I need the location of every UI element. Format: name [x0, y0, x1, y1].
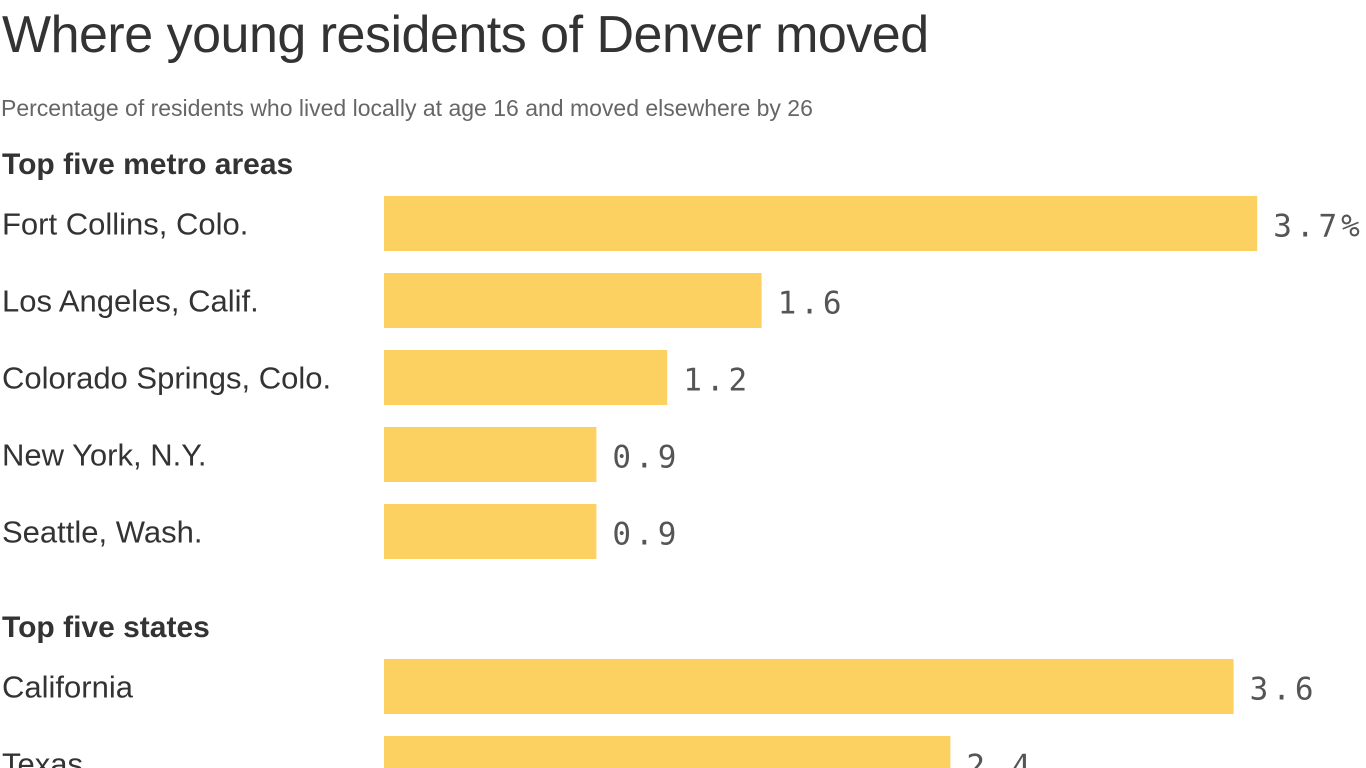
- value-label-0-0: 3.7%: [1273, 209, 1364, 245]
- value-label-0-4: 0.9: [612, 517, 680, 553]
- value-label-0-3: 0.9: [612, 440, 680, 476]
- category-label-1-0: California: [2, 670, 134, 705]
- bar-0-3: [384, 427, 597, 482]
- category-label-0-2: Colorado Springs, Colo.: [2, 361, 331, 396]
- value-label-1-1: 2.4: [966, 749, 1034, 768]
- value-label-0-1: 1.6: [778, 286, 846, 322]
- bar-0-2: [384, 350, 668, 405]
- value-label-0-2: 1.2: [683, 363, 751, 399]
- category-label-0-3: New York, N.Y.: [2, 438, 206, 473]
- category-label-0-4: Seattle, Wash.: [2, 515, 202, 550]
- category-label-0-0: Fort Collins, Colo.: [2, 207, 248, 242]
- chart-subtitle: Percentage of residents who lived locall…: [1, 95, 813, 121]
- section-heading-metro-areas: Top five metro areas: [2, 148, 294, 181]
- bar-0-1: [384, 273, 762, 328]
- bar-0-4: [384, 504, 597, 559]
- category-label-1-1: Texas: [2, 747, 83, 768]
- category-label-0-1: Los Angeles, Calif.: [2, 284, 259, 319]
- chart-title: Where young residents of Denver moved: [2, 6, 929, 64]
- bar-1-1: [384, 736, 951, 768]
- bar-1-0: [384, 659, 1234, 714]
- section-heading-states: Top five states: [2, 611, 210, 644]
- value-label-1-0: 3.6: [1250, 672, 1318, 708]
- bar-0-0: [384, 196, 1258, 251]
